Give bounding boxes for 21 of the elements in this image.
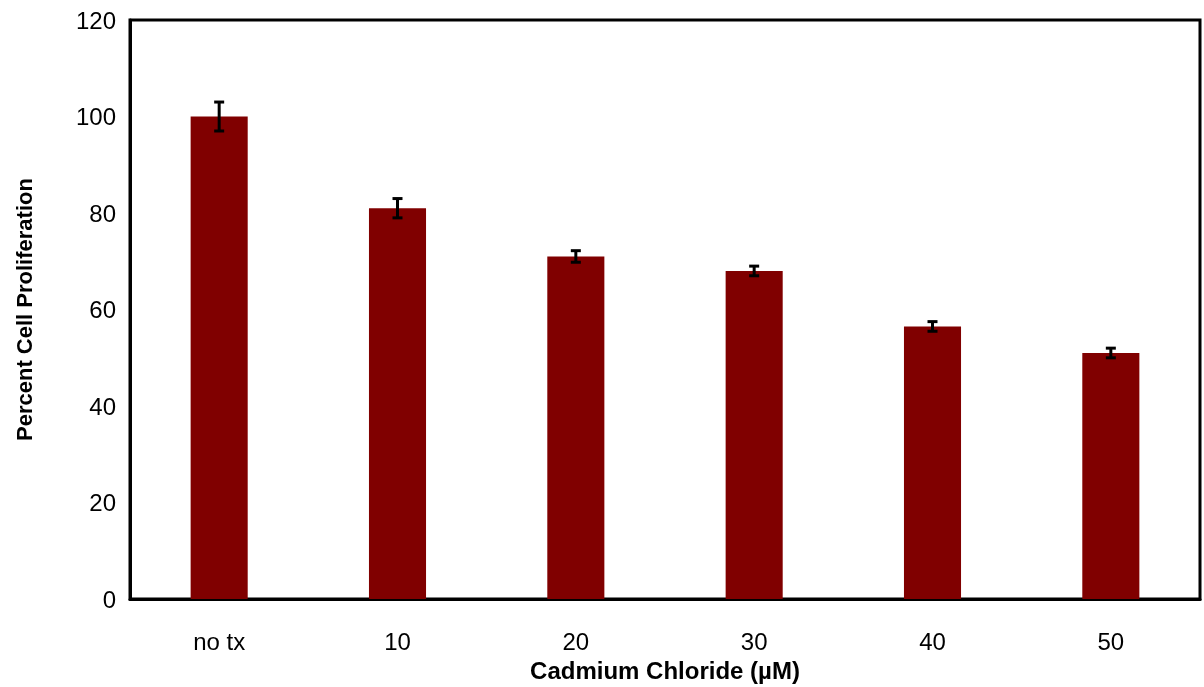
x-axis-title: Cadmium Chloride (µM)	[530, 656, 800, 684]
y-tick-label: 80	[89, 199, 116, 227]
y-tick-label: 60	[89, 296, 116, 324]
x-tick-label: 20	[562, 627, 590, 655]
x-tick-label: 40	[919, 627, 946, 655]
bar	[903, 326, 962, 600]
x-tick-label: no tx	[193, 627, 246, 655]
bar	[725, 270, 783, 600]
y-tick-label: 20	[89, 489, 116, 517]
y-tick-label: 40	[89, 392, 116, 420]
bar	[547, 256, 605, 600]
y-tick-label: 120	[75, 6, 116, 34]
x-tick-label: 30	[740, 627, 768, 655]
bar	[190, 116, 248, 600]
y-axis-title: Percent Cell Proliferation	[11, 178, 37, 441]
bar	[1082, 352, 1140, 600]
x-tick-label: 50	[1097, 627, 1125, 655]
x-tick-label: 10	[384, 627, 411, 655]
y-tick-label: 0	[102, 585, 116, 613]
y-tick-label: 100	[75, 103, 116, 131]
bar	[368, 208, 427, 600]
